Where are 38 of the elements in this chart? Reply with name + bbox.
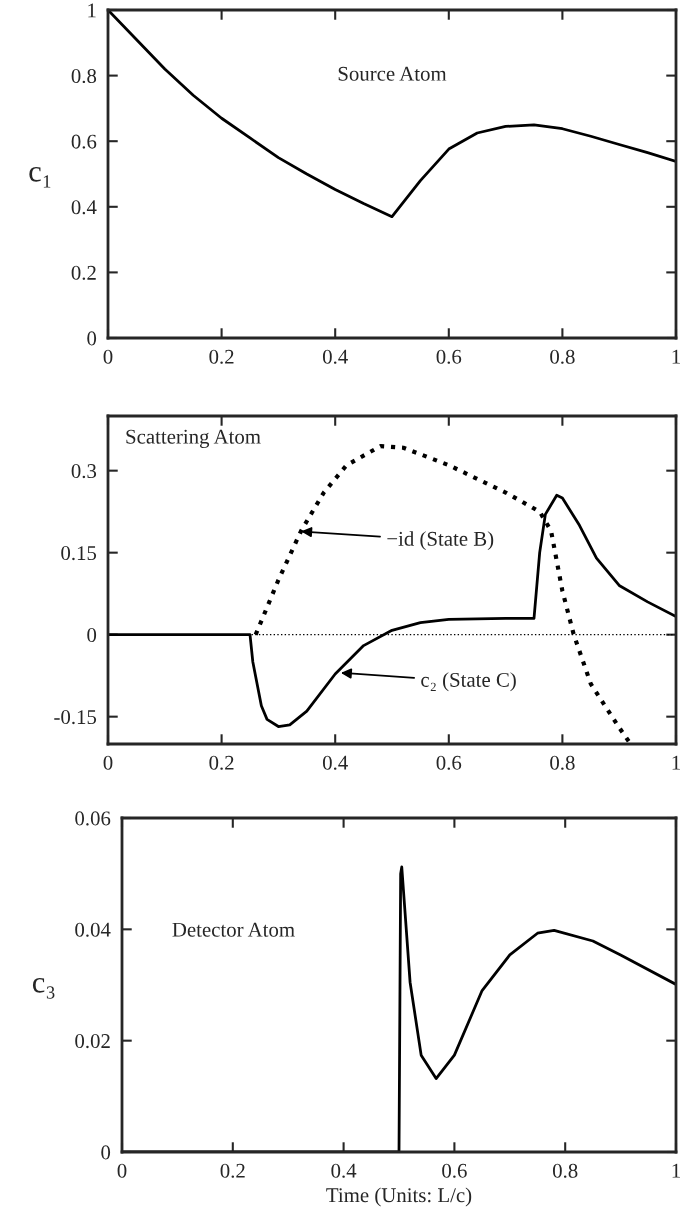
y-tick-label: 1 <box>88 3 96 18</box>
y-tick-label: 0.02 <box>75 1034 110 1049</box>
x-tick-label: 0 <box>117 1163 127 1178</box>
x-tick-label: 1 <box>672 349 680 364</box>
y-tick-label: 0 <box>101 1145 111 1160</box>
x-tick-label: 1 <box>672 1163 680 1178</box>
y-tick-label: -0.15 <box>54 710 97 725</box>
x-tick-label: 0.4 <box>322 755 348 770</box>
y-tick-label: 0.6 <box>71 134 97 149</box>
y-tick-label: 0 <box>87 628 97 643</box>
y-tick-label: 0 <box>87 331 97 346</box>
x-tick-label: 0.4 <box>331 1163 357 1178</box>
annotation: −id (State B) <box>387 531 494 551</box>
y-axis-title: c₃ <box>32 977 55 999</box>
annotation: Source Atom <box>338 66 447 81</box>
y-axis-title: c₁ <box>29 166 51 188</box>
annotation: Detector Atom <box>172 922 295 937</box>
y-tick-label: 0.2 <box>71 265 96 280</box>
x-tick-label: 0.6 <box>436 755 462 770</box>
x-tick-label: 0.6 <box>442 1163 467 1178</box>
annotation: c₂ (State C) <box>421 672 516 692</box>
x-tick-label: 0.6 <box>436 349 462 364</box>
x-tick-label: 0.4 <box>322 349 348 364</box>
x-tick-label: 0.8 <box>550 349 575 364</box>
y-tick-label: 0.3 <box>71 464 97 479</box>
y-tick-label: 0.06 <box>75 811 111 826</box>
x-tick-label: 0.2 <box>220 1163 245 1178</box>
y-tick-label: 0.8 <box>71 68 97 84</box>
x-tick-label: 0.8 <box>550 755 575 770</box>
y-tick-label: 0.04 <box>75 922 111 937</box>
y-tick-label: 0.15 <box>61 546 97 561</box>
annotation: Scattering Atom <box>126 429 261 449</box>
x-tick-label: 1 <box>672 755 680 770</box>
x-axis-title: Time (Units: L/c) <box>326 1187 472 1207</box>
y-tick-label: 0.4 <box>71 200 97 215</box>
x-tick-label: 0.2 <box>209 755 234 770</box>
x-tick-label: 0.8 <box>552 1163 578 1178</box>
x-tick-label: 0.2 <box>209 349 234 364</box>
